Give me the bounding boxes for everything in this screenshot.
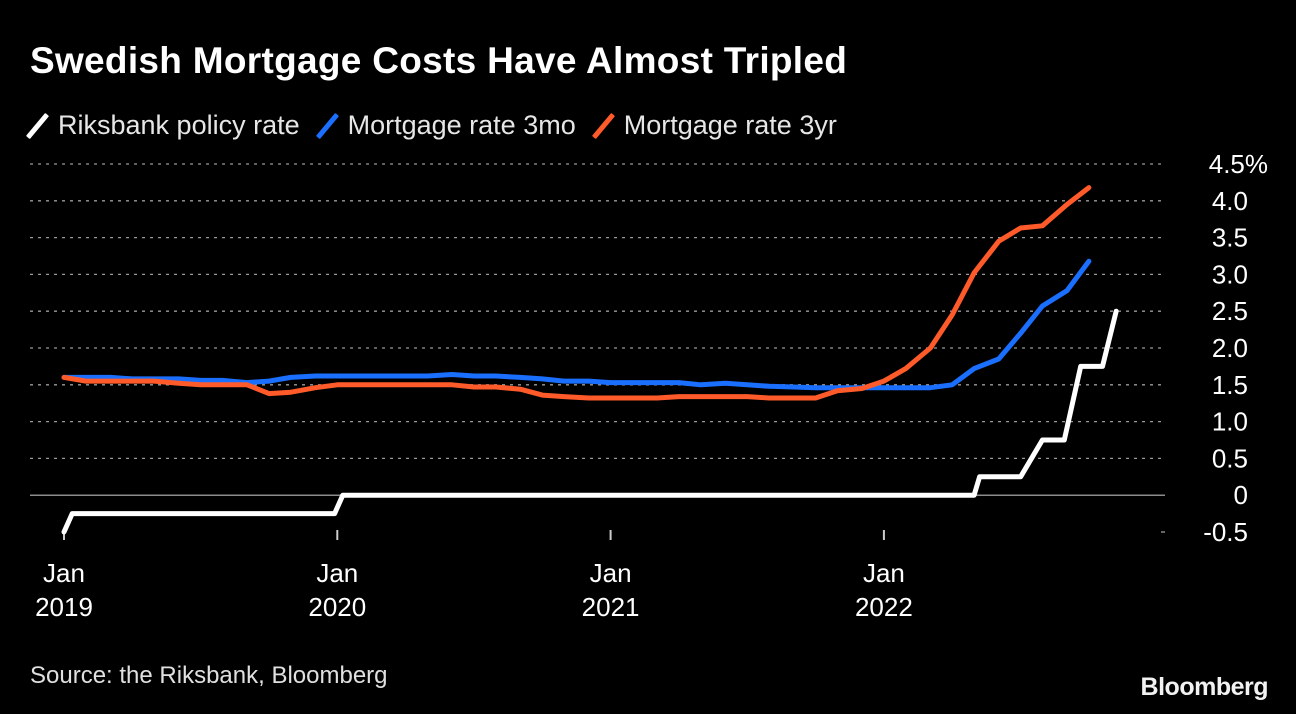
source-note: Source: the Riksbank, Bloomberg xyxy=(30,662,388,689)
chart-title: Swedish Mortgage Costs Have Almost Tripl… xyxy=(30,40,848,81)
x-tick-label-month: Jan xyxy=(863,558,905,588)
y-tick-label: 2.0 xyxy=(1212,333,1248,363)
y-tick-label: 4.5% xyxy=(1209,149,1268,179)
y-tick-label: 0 xyxy=(1234,480,1248,510)
x-tick-label-month: Jan xyxy=(43,558,85,588)
x-tick-label-year: 2021 xyxy=(582,592,640,622)
legend-label-mortgage-3mo: Mortgage rate 3mo xyxy=(347,110,576,140)
y-tick-label: -0.5 xyxy=(1203,517,1248,547)
y-tick-label: 1.0 xyxy=(1212,407,1248,437)
legend-item-mortgage-3yr: Mortgage rate 3yr xyxy=(596,110,837,141)
y-tick-label: 1.5 xyxy=(1212,370,1248,400)
series-line-policy xyxy=(61,308,1119,535)
x-tick-label-year: 2019 xyxy=(35,592,93,622)
series-line-mortgage3mo xyxy=(61,258,1092,391)
y-tick-label: 0.5 xyxy=(1212,443,1248,473)
y-tick-label: 2.5 xyxy=(1212,296,1248,326)
legend-label-policy: Riksbank policy rate xyxy=(58,110,300,140)
x-tick-label-year: 2022 xyxy=(855,592,913,622)
legend-item-policy: Riksbank policy rate xyxy=(30,110,300,141)
legend: Riksbank policy rate Mortgage rate 3mo M… xyxy=(30,110,857,141)
series-line-mortgage3yr xyxy=(61,185,1092,401)
legend-label-mortgage-3yr: Mortgage rate 3yr xyxy=(623,110,837,140)
legend-item-mortgage-3mo: Mortgage rate 3mo xyxy=(320,110,576,141)
x-tick-label-year: 2020 xyxy=(308,592,366,622)
bloomberg-logo: Bloomberg xyxy=(1140,673,1269,701)
y-tick-label: 4.0 xyxy=(1212,186,1248,216)
x-tick-label-month: Jan xyxy=(316,558,358,588)
y-tick-label: 3.5 xyxy=(1212,223,1248,253)
y-tick-label: 3.0 xyxy=(1212,259,1248,289)
x-tick-label-month: Jan xyxy=(590,558,632,588)
